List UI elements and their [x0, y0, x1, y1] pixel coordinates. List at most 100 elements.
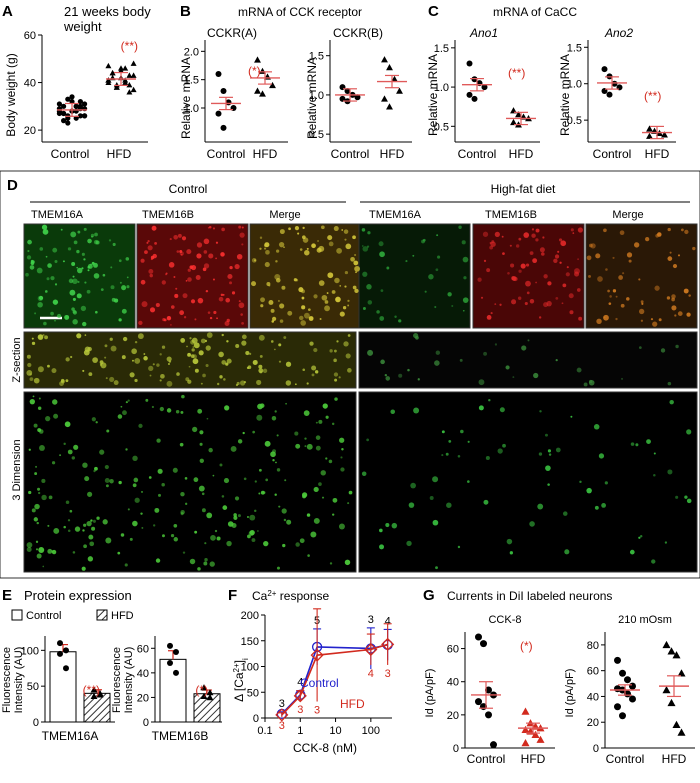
micrograph-speck	[224, 321, 230, 326]
panel-g2-point-control	[629, 695, 636, 703]
micrograph-speck	[59, 454, 62, 457]
micrograph-speck	[50, 311, 54, 316]
micrograph-speck	[467, 440, 470, 443]
micrograph-speck	[110, 345, 117, 352]
micrograph-speck	[457, 545, 461, 549]
micrograph-speck	[270, 451, 276, 458]
micrograph-speck	[220, 252, 225, 257]
micrograph-speck	[132, 359, 134, 362]
panel-a-point-control	[61, 118, 67, 124]
micrograph-speck	[192, 426, 198, 433]
micrograph-speck	[603, 228, 607, 233]
micrograph-speck	[152, 253, 157, 259]
micrograph-speck	[380, 359, 385, 365]
micrograph-speck	[538, 452, 543, 456]
micrograph-speck	[494, 343, 498, 346]
micrograph-speck	[91, 235, 94, 238]
micrograph-speck	[331, 422, 335, 426]
panel-a-point-control	[77, 113, 83, 119]
micrograph-speck	[60, 228, 63, 231]
micrograph-speck	[612, 256, 615, 259]
panel-g2-ytick-label: 80	[587, 640, 599, 652]
micrograph-speck	[134, 497, 140, 503]
panel-a-title-line1: 21 weeks body	[64, 4, 151, 19]
micrograph-speck	[520, 263, 526, 269]
micrograph-speck	[524, 301, 528, 306]
micrograph-speck	[304, 445, 307, 448]
panel-c-significance-1: (**)	[508, 66, 525, 80]
panel-c1-point-control	[466, 60, 473, 67]
micrograph-speck	[315, 421, 318, 424]
micrograph-speck	[159, 379, 162, 382]
micrograph-speck	[533, 372, 539, 379]
micrograph-speck	[37, 301, 43, 308]
micrograph-speck	[322, 496, 325, 499]
micrograph-speck	[173, 276, 176, 278]
panel-a-point-control	[61, 110, 67, 117]
micrograph-speck	[166, 380, 173, 387]
panel-a-point-control	[56, 101, 63, 107]
micrograph-speck	[127, 399, 130, 402]
micrograph-speck	[33, 423, 38, 428]
micrograph-speck	[502, 443, 506, 448]
micrograph-speck	[230, 446, 237, 452]
micrograph-speck	[256, 530, 259, 532]
panel-g2-ytick-label: 40	[587, 691, 599, 703]
panel-d-group-hfd: High-fat diet	[491, 182, 556, 196]
panel-g2-point-control	[624, 676, 631, 684]
micrograph-speck	[367, 349, 374, 356]
micrograph-speck	[246, 515, 249, 518]
micrograph-speck	[660, 348, 666, 353]
micrograph-speck	[62, 260, 65, 263]
panel-a-significance: (**)	[121, 39, 138, 53]
micrograph-speck	[239, 232, 245, 238]
micrograph-speck	[477, 277, 482, 282]
panel-b2-ytick-label: 0.5	[309, 129, 324, 141]
micrograph-speck	[327, 272, 334, 279]
micrograph-speck	[652, 321, 658, 327]
micrograph-speck	[86, 520, 92, 527]
micrograph-speck	[71, 307, 75, 311]
image-hfd-3d	[358, 391, 698, 573]
micrograph-speck	[42, 334, 45, 337]
panel-e2-point	[173, 648, 179, 655]
micrograph-speck	[596, 318, 602, 325]
micrograph-speck	[361, 228, 366, 232]
panel-b1-point-control	[215, 110, 222, 117]
micrograph-speck	[463, 276, 467, 280]
micrograph-speck	[161, 280, 166, 285]
micrograph-speck	[283, 246, 285, 248]
micrograph-speck	[41, 224, 48, 230]
micrograph-speck	[104, 344, 108, 348]
micrograph-speck	[209, 226, 212, 229]
micrograph-speck	[518, 269, 522, 273]
micrograph-speck	[276, 434, 279, 437]
micrograph-speck	[141, 526, 144, 529]
panel-e2-point	[200, 692, 208, 699]
micrograph-speck	[490, 241, 496, 247]
micrograph-speck	[435, 268, 439, 272]
micrograph-speck	[579, 480, 582, 484]
micrograph-speck	[274, 348, 276, 351]
panel-g2-ytick-label: 0	[593, 743, 599, 755]
panel-a-ytick-label: 40	[24, 78, 36, 90]
micrograph-speck	[615, 295, 618, 298]
micrograph-speck	[331, 290, 336, 294]
micrograph-speck	[527, 339, 530, 342]
micrograph-speck	[83, 258, 86, 261]
micrograph-speck	[310, 531, 317, 538]
micrograph-speck	[304, 437, 307, 440]
micrograph-speck	[259, 403, 265, 408]
micrograph-speck	[526, 291, 530, 295]
micrograph-speck	[405, 260, 408, 263]
micrograph-speck	[354, 265, 361, 272]
micrograph-speck	[287, 310, 293, 316]
micrograph-speck	[461, 240, 466, 245]
micrograph-speck	[347, 368, 352, 373]
micrograph-speck	[133, 477, 139, 483]
micrograph-speck	[274, 273, 281, 280]
micrograph-speck	[51, 368, 57, 374]
panel-g1-point-hfd	[521, 707, 530, 715]
panel-g1-ytick-label: 0	[453, 743, 459, 755]
micrograph-speck	[73, 240, 78, 245]
